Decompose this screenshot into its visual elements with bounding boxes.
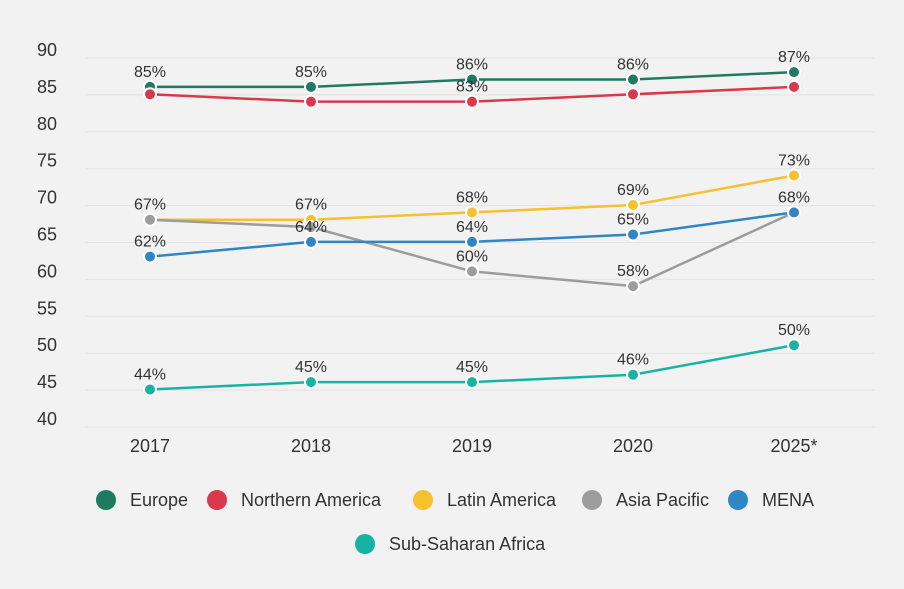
y-tick-label: 80 (37, 114, 57, 134)
legend-label: MENA (762, 490, 814, 510)
data-label: 87% (778, 49, 810, 66)
legend-item: Sub-Saharan Africa (355, 534, 546, 554)
y-tick-label: 40 (37, 409, 57, 429)
data-label: 65% (617, 212, 649, 229)
data-point (465, 264, 479, 279)
y-tick-label: 50 (37, 335, 57, 355)
data-point (787, 168, 801, 183)
y-tick-label: 65 (37, 225, 57, 245)
legend-swatch (728, 490, 748, 510)
data-label: 46% (617, 352, 649, 369)
data-point (143, 212, 157, 227)
legend-swatch (355, 534, 375, 554)
series-layer (143, 65, 801, 397)
legend-item: Asia Pacific (582, 490, 709, 510)
data-point (626, 87, 640, 102)
data-label: 86% (617, 57, 649, 74)
data-label: 67% (295, 197, 327, 214)
data-label: 68% (778, 189, 810, 206)
legend-label: Europe (130, 490, 188, 510)
data-labels: 85% 85% 86% 86% 87% 83% 67% 68% 69% 73% 67% 60% 58% 6… (134, 49, 810, 383)
data-label: 67% (134, 197, 166, 214)
data-point (304, 375, 318, 390)
y-tick-label: 75 (37, 151, 57, 171)
legend-swatch (207, 490, 227, 510)
y-axis: 90 85 80 75 70 65 60 55 50 45 40 (37, 40, 57, 429)
data-point (304, 94, 318, 109)
legend-label: Northern America (241, 490, 382, 510)
y-tick-label: 55 (37, 298, 57, 318)
x-tick-label: 2018 (291, 436, 331, 456)
data-label: 60% (456, 248, 488, 265)
y-tick-label: 45 (37, 372, 57, 392)
series-sub-saharan-africa (143, 338, 801, 397)
y-tick-label: 60 (37, 261, 57, 281)
legend-label: Latin America (447, 490, 557, 510)
data-point (304, 234, 318, 249)
legend-item: MENA (728, 490, 814, 510)
data-point (304, 220, 318, 235)
data-point (787, 65, 801, 80)
data-label: 62% (134, 234, 166, 251)
data-point (787, 338, 801, 353)
data-point (465, 234, 479, 249)
x-tick-label: 2017 (130, 436, 170, 456)
legend-label: Sub-Saharan Africa (389, 534, 546, 554)
series-northern-america (143, 79, 801, 109)
data-point (143, 382, 157, 397)
legend-label: Asia Pacific (616, 490, 709, 510)
x-tick-label: 2020 (613, 436, 653, 456)
legend-item: Latin America (413, 490, 557, 510)
legend-swatch (582, 490, 602, 510)
data-point (143, 87, 157, 102)
data-label: 69% (617, 182, 649, 199)
y-tick-label: 85 (37, 77, 57, 97)
data-point (626, 227, 640, 242)
data-point (143, 249, 157, 264)
data-label: 64% (295, 219, 327, 236)
data-point (304, 79, 318, 94)
y-tick-label: 90 (37, 40, 57, 60)
data-label: 50% (778, 322, 810, 339)
data-label: 85% (134, 64, 166, 81)
data-point (465, 205, 479, 220)
data-point (465, 94, 479, 109)
series-mena (143, 205, 801, 264)
data-label: 45% (295, 359, 327, 376)
data-point (626, 72, 640, 87)
data-point (465, 72, 479, 87)
legend-item: Europe (96, 490, 188, 510)
x-tick-label: 2019 (452, 436, 492, 456)
data-label: 73% (778, 152, 810, 169)
data-label: 86% (456, 57, 488, 74)
legend: Europe Northern America Latin America Asia … (96, 490, 814, 554)
data-label: 68% (456, 189, 488, 206)
legend-swatch (413, 490, 433, 510)
x-tick-label: 2025* (770, 436, 817, 456)
data-label: 44% (134, 366, 166, 383)
data-point (626, 367, 640, 382)
data-label: 64% (456, 219, 488, 236)
data-point (787, 79, 801, 94)
data-label: 83% (456, 79, 488, 96)
x-axis: 2017 2018 2019 2020 2025* (130, 436, 818, 456)
data-label: 45% (456, 359, 488, 376)
data-point (626, 197, 640, 212)
data-label: 58% (617, 263, 649, 280)
data-point (465, 375, 479, 390)
data-point (626, 279, 640, 294)
data-label: 85% (295, 64, 327, 81)
legend-item: Northern America (207, 490, 382, 510)
data-point (787, 205, 801, 220)
legend-swatch (96, 490, 116, 510)
y-tick-label: 70 (37, 188, 57, 208)
